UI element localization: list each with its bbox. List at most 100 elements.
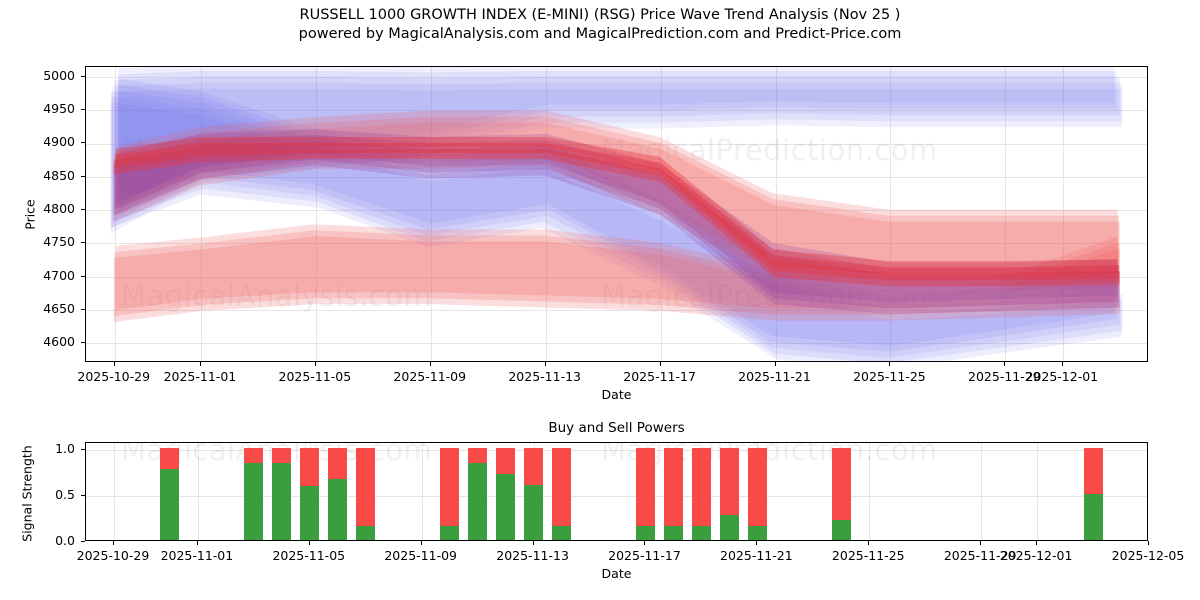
xtick-label: 2025-11-21 <box>720 548 793 563</box>
xtick-mark <box>420 541 422 545</box>
signal-bar[interactable] <box>1083 448 1103 540</box>
gridline-vertical <box>315 67 317 361</box>
sell-power-segment <box>663 448 683 527</box>
xtick-label: 2025-11-25 <box>831 548 905 563</box>
buy-power-segment <box>160 468 180 540</box>
gridline-horizontal <box>86 210 1147 211</box>
sell-power-segment <box>524 448 544 485</box>
signal-bar[interactable] <box>552 448 572 540</box>
ytick-mark <box>81 308 85 310</box>
xtick-mark <box>774 362 776 366</box>
xtick-mark <box>1148 541 1149 545</box>
sell-power-segment <box>496 448 516 474</box>
signal-bar[interactable] <box>496 448 516 540</box>
sell-power-segment <box>719 448 739 516</box>
xtick-label: 2025-11-09 <box>384 548 457 563</box>
signal-bar[interactable] <box>356 448 376 540</box>
xtick-label: 2025-11-29 <box>943 548 1017 563</box>
xtick-label: 2025-11-05 <box>278 369 352 384</box>
sell-power-segment <box>440 448 460 527</box>
xtick-mark <box>1036 541 1038 545</box>
wave-band-blue-mid-band <box>117 84 1117 352</box>
gridline-vertical <box>775 67 777 361</box>
wave-band-red-lower-band <box>115 224 1118 311</box>
xtick-mark <box>199 362 201 366</box>
signal-bar[interactable] <box>160 448 180 540</box>
ytick-label: 0.5 <box>55 487 75 503</box>
signal-bar[interactable] <box>328 448 348 540</box>
xtick-label: 2025-11-29 <box>968 369 1041 384</box>
xtick-mark <box>1061 362 1063 366</box>
ytick-mark <box>81 75 85 77</box>
buy-power-segment <box>636 526 655 540</box>
gridline-horizontal <box>86 143 1147 145</box>
title-line-2: powered by MagicalAnalysis.com and Magic… <box>298 26 902 42</box>
ytick-label: 4750 <box>43 234 75 250</box>
wave-band-purple-core-band <box>115 129 1118 303</box>
xtick-mark <box>889 362 891 366</box>
wave-band-blue-mid-band <box>110 102 1122 361</box>
sell-power-segment <box>300 448 320 486</box>
gridline-vertical <box>545 67 547 361</box>
ytick-label: 0.0 <box>55 533 75 548</box>
wave-band-blue-outer-band <box>114 76 1120 223</box>
xtick-mark <box>659 362 661 366</box>
wave-band-blue-outer-band <box>110 88 1122 235</box>
gridline-vertical <box>981 443 983 540</box>
buy-power-segment <box>468 463 488 540</box>
wave-band-blue-mid-band <box>114 90 1120 358</box>
signal-bar[interactable] <box>663 448 683 540</box>
xtick-mark <box>112 541 114 545</box>
wave-band-blue-outer-band <box>117 70 1117 217</box>
signal-bar[interactable] <box>468 448 488 540</box>
gridline-horizontal <box>86 77 1147 78</box>
ytick-mark <box>81 342 85 344</box>
signal-bar[interactable] <box>747 448 767 540</box>
gridline-vertical <box>660 67 662 361</box>
xtick-label: 2025-10-29 <box>76 548 150 563</box>
xtick-label: 2025-11-05 <box>272 548 346 563</box>
main-xaxis-label: Date <box>601 387 632 402</box>
wave-band-red-lower-band <box>114 230 1119 317</box>
buy-power-segment <box>552 526 572 540</box>
xtick-label: 2025-11-17 <box>623 369 696 384</box>
main-yaxis-label: Price <box>22 199 38 230</box>
signal-bar[interactable] <box>524 448 544 540</box>
xtick-mark <box>1004 362 1006 366</box>
xtick-label: 2025-11-13 <box>496 548 569 563</box>
gridline-vertical <box>1037 443 1039 540</box>
ytick-label: 4700 <box>43 267 75 283</box>
signal-bar[interactable] <box>831 448 851 540</box>
gridline-vertical <box>200 67 202 361</box>
wave-band-blue-outer-band <box>118 67 1115 211</box>
gridline-vertical <box>890 67 892 361</box>
signal-bar[interactable] <box>272 448 292 540</box>
ytick-mark <box>81 242 85 244</box>
gridline-vertical <box>430 67 432 361</box>
xtick-mark <box>113 362 115 366</box>
gridline-vertical <box>1005 67 1007 361</box>
buy-power-segment <box>719 515 739 540</box>
sell-power-segment <box>1083 448 1103 495</box>
buy-power-segment <box>356 526 376 540</box>
wave-band-red-upper-band <box>114 116 1119 289</box>
price-wave-bands <box>86 67 1147 361</box>
wave-band-red-lower-band <box>113 236 1120 323</box>
xtick-mark <box>756 541 758 545</box>
ytick-mark <box>81 109 85 111</box>
xtick-label: 2025-11-13 <box>508 369 581 384</box>
sell-power-segment <box>552 448 572 527</box>
signal-bar[interactable] <box>244 448 264 540</box>
signal-bar[interactable] <box>300 448 320 540</box>
wave-band-purple-core-band <box>113 140 1120 315</box>
signal-bar[interactable] <box>719 448 739 540</box>
gridline-vertical <box>421 443 423 540</box>
ytick-mark <box>81 275 85 277</box>
xtick-label: 2025-12-01 <box>1025 369 1099 384</box>
signal-bar[interactable] <box>636 448 655 540</box>
signal-bar[interactable] <box>691 448 711 540</box>
ytick-label: 1.0 <box>55 441 75 457</box>
xtick-label: 2025-12-05 <box>1111 548 1185 563</box>
signal-bar[interactable] <box>440 448 460 540</box>
xtick-mark <box>644 541 646 545</box>
